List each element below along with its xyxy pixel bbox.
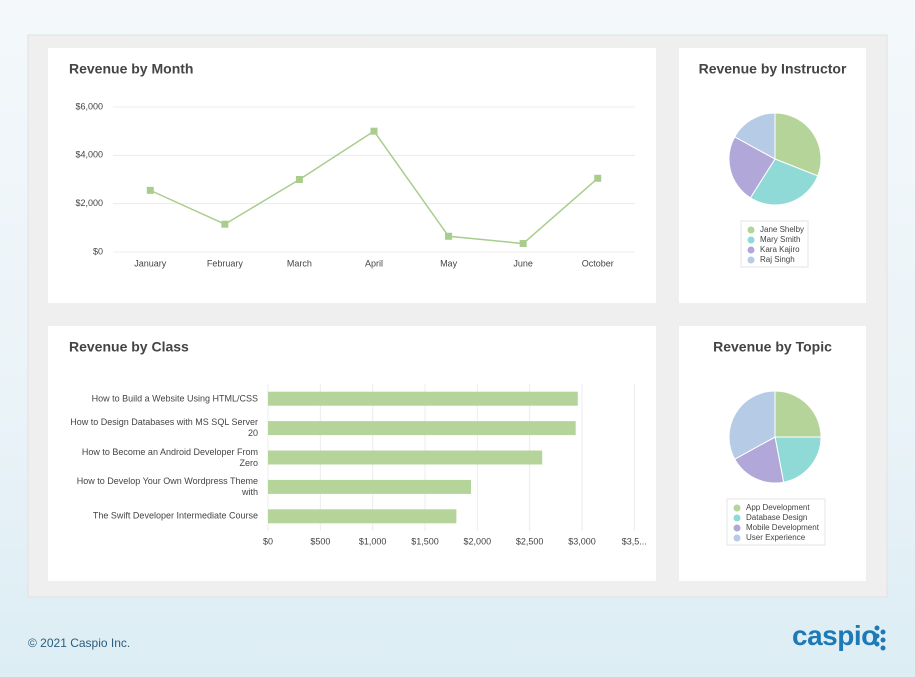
bar (268, 450, 543, 465)
marker (594, 174, 602, 182)
x-tick-label: January (134, 258, 167, 268)
marker (445, 232, 453, 240)
x-tick-label: $2,000 (464, 536, 492, 546)
card (48, 48, 656, 303)
x-tick-label: May (440, 258, 458, 268)
marker (295, 176, 303, 183)
legend-swatch (733, 524, 741, 532)
pie-slice (774, 390, 822, 438)
x-tick-label: $500 (310, 536, 330, 546)
legend-label: Mobile Development (746, 523, 820, 532)
logo-dots (874, 625, 886, 651)
legend-swatch (747, 226, 755, 234)
legend-box (726, 498, 826, 546)
x-tick-label: $1,500 (411, 536, 439, 546)
x-tick-label: $3,000 (568, 536, 596, 546)
copyright: © 2021 Caspio Inc. (28, 636, 131, 650)
chart-title: Revenue by Class (69, 339, 189, 355)
pie-slice (728, 390, 776, 460)
chart-title: Revenue by Month (69, 61, 193, 77)
pie-slice (774, 112, 822, 177)
legend-label: Mary Smith (760, 235, 800, 244)
y-tick-label: How to Design Databases with MS SQL Serv… (70, 417, 258, 439)
legend-swatch (747, 236, 755, 244)
legend-label: App Development (746, 503, 810, 512)
bar (268, 421, 576, 436)
x-tick-label: March (287, 258, 312, 268)
x-tick-label: $1,000 (359, 536, 387, 546)
y-tick-label: The Swift Developer Intermediate Course (92, 510, 258, 521)
x-tick-label: $0 (263, 536, 273, 546)
legend-label: Raj Singh (760, 255, 795, 264)
bar (268, 509, 457, 524)
y-tick-label: $4,000 (75, 150, 103, 160)
bar (268, 391, 578, 406)
legend-label: User Experience (746, 533, 806, 542)
legend-label: Jane Shelby (760, 225, 804, 234)
legend-swatch (747, 256, 755, 264)
chart-title: Revenue by Instructor (699, 61, 847, 77)
y-tick-label: $2,000 (75, 198, 103, 208)
pie-slice (749, 158, 819, 206)
x-tick-label: June (513, 258, 533, 268)
pie-slice (728, 136, 776, 199)
marker (370, 127, 378, 135)
x-tick-label: February (207, 258, 244, 268)
legend-label: Kara Kajiro (760, 245, 800, 254)
legend-swatch (733, 514, 741, 522)
pie-slice (734, 436, 785, 484)
legend-swatch (733, 504, 741, 512)
x-tick-label: October (582, 258, 614, 268)
x-tick-label: $3,5... (622, 536, 647, 546)
y-tick-label: How to Develop Your Own Wordpress Theme … (76, 475, 258, 497)
y-tick-label: $0 (93, 246, 103, 256)
bar (268, 479, 472, 494)
pie-slice (734, 112, 776, 160)
marker (146, 186, 154, 194)
logo: caspio (792, 620, 878, 651)
legend-swatch (733, 534, 741, 542)
x-tick-label: April (365, 258, 383, 268)
legend-label: Database Design (746, 513, 807, 522)
pie-slice (774, 436, 822, 483)
marker (221, 220, 229, 228)
x-tick-label: $2,500 (516, 536, 544, 546)
legend-swatch (747, 246, 755, 254)
chart-title: Revenue by Topic (713, 339, 832, 355)
y-tick-label: How to Build a Website Using HTML/CSS (91, 393, 258, 404)
y-tick-label: How to Become an Android Developer From … (81, 446, 258, 468)
marker (519, 240, 527, 248)
y-tick-label: $6,000 (75, 101, 103, 111)
